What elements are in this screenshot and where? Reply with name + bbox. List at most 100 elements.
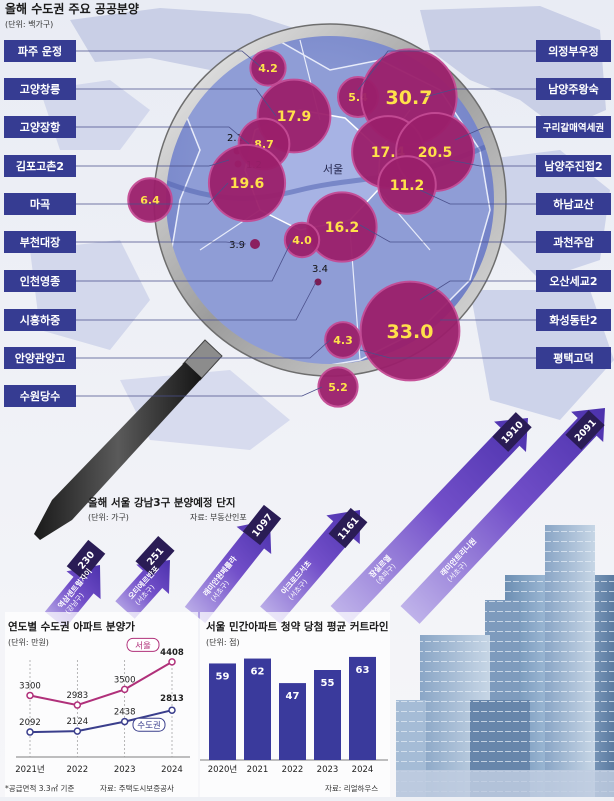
- bar-x-tick: 2023: [317, 765, 339, 775]
- line-chart-title: 연도별 수도권 아파트 분양가: [8, 620, 135, 633]
- bubble-value-label: 16.2: [325, 220, 360, 236]
- bar-chart-title: 서울 민간아파트 청약 당첨 평균 커트라인: [206, 620, 389, 633]
- bar-chart-unit: (단위: 점): [206, 637, 240, 647]
- bubble-16: 33.0: [359, 280, 461, 382]
- line-chart-x-tick: 2022: [67, 765, 89, 775]
- bar-value-label: 59: [216, 671, 230, 682]
- line-point-label: 2983: [67, 691, 89, 701]
- line-point-label: 2438: [114, 708, 136, 718]
- bar-chart-source: 자료: 리얼하우스: [325, 783, 378, 793]
- leader-line: [74, 386, 323, 397]
- bubble-13: 3.9: [229, 239, 260, 251]
- bubble-dot: [314, 278, 322, 286]
- region-label-box: [4, 78, 76, 100]
- region-label-left-8: 안양관양고: [4, 339, 331, 369]
- bubble-14: 4.0: [283, 221, 321, 259]
- region-label-text: 남양주진접2: [544, 159, 602, 173]
- leader-line: [74, 126, 250, 145]
- bubble-layer: 4.25.430.717.92.18.71.217.420.519.611.26…: [127, 48, 475, 408]
- bubble-11: 6.4: [127, 177, 173, 223]
- line-series-0: [29, 661, 173, 707]
- region-label-text: 마곡: [30, 197, 50, 211]
- bubble-value-label: 30.7: [386, 87, 433, 109]
- bar-3: [314, 670, 341, 760]
- line-point: [26, 728, 34, 736]
- bubble-circle: [324, 321, 362, 359]
- region-label-right-1: 남양주왕숙: [424, 78, 611, 100]
- bubble-15: 3.4: [312, 264, 328, 286]
- bubble-value-label: 3.9: [229, 240, 245, 251]
- region-label-box: [4, 193, 76, 215]
- region-label-left-9: 수원당수: [4, 385, 323, 407]
- bubble-12: 16.2: [306, 191, 378, 263]
- region-label-right-6: 오산세교2: [419, 270, 611, 301]
- bar-value-label: 63: [356, 665, 370, 676]
- line-chart-x-tick: 2023: [114, 765, 136, 775]
- region-label-box: [536, 270, 611, 292]
- bubble-circle: [249, 49, 287, 87]
- bar-value-label: 47: [286, 691, 300, 702]
- line-chart: 2021년 2022 2023 2024 3300 2983 3500 4408 서울 2092 2…: [5, 612, 198, 797]
- bubble-circle: [377, 155, 437, 215]
- leader-line: [74, 241, 247, 245]
- bubble-10: 11.2: [377, 155, 437, 215]
- region-label-text: 수원당수: [20, 389, 60, 403]
- bubble-value-label: 20.5: [418, 145, 453, 161]
- arrow-value-badge: [565, 410, 605, 450]
- bar-chart: 59 2020년 62 2021 47 2022 55 2023 63 2024: [200, 612, 390, 797]
- region-label-left-6: 인천영종: [4, 239, 293, 292]
- city-label-seoul: 서울: [323, 163, 343, 176]
- legend-tag-1: [132, 717, 166, 732]
- map-unit: (단위: 백가구): [5, 19, 53, 29]
- line-point: [120, 717, 129, 726]
- line-point-label: 3300: [19, 681, 41, 691]
- arrow-shape: [330, 418, 528, 624]
- bubble-18: 5.2: [317, 366, 359, 408]
- bubble-value-label: 17.9: [277, 109, 312, 125]
- bubble-circle: [317, 366, 359, 408]
- arrow-value-badge: [242, 504, 282, 546]
- region-label-text: 오산세교2: [549, 274, 597, 288]
- region-label-text: 부천대장: [20, 235, 60, 249]
- bubble-value-label: 6.4: [140, 194, 160, 207]
- bubble-value-label: 4.3: [333, 334, 353, 347]
- region-label-left-7: 시흥하중: [4, 281, 317, 331]
- bubble-value-label: 11.2: [390, 178, 425, 194]
- region-label-right-2: 구리갈매역세권: [454, 116, 611, 141]
- leader-line: [419, 280, 538, 301]
- arrow-shape: [115, 560, 170, 619]
- region-label-left-2: 고양장항: [4, 116, 250, 145]
- bar-4: [349, 656, 376, 760]
- region-label-box: [536, 231, 611, 253]
- leader-line: [74, 182, 229, 205]
- magnifier-handle: [34, 339, 223, 540]
- bubble-value-label: 4.2: [258, 62, 278, 75]
- region-label-right-0: 의정부우정: [357, 40, 611, 91]
- leader-line: [359, 349, 538, 359]
- line-chart-unit: (단위: 만원): [8, 637, 49, 647]
- region-label-text: 화성동탄2: [549, 313, 597, 327]
- legend-tag-text: 서울: [135, 641, 151, 651]
- bubble-circle: [283, 221, 321, 259]
- region-label-box: [536, 347, 611, 369]
- line-point-label: 3500: [114, 675, 136, 685]
- region-label-box: [4, 347, 76, 369]
- region-label-text: 시흥하중: [20, 313, 60, 327]
- bubble-value-label: 4.0: [292, 234, 312, 247]
- line-point: [168, 706, 176, 714]
- arrow-chart: 230역삼센트럴자이(강남구)251오티에르반포(서초구)1097래미안원페를라…: [44, 408, 605, 629]
- region-label-box: [536, 155, 611, 177]
- arrow-shape: [184, 520, 272, 624]
- leader-line: [424, 88, 538, 98]
- arrow-value-badge: [135, 536, 175, 576]
- arrow-value-badge: [492, 412, 532, 452]
- region-label-box: [536, 78, 611, 100]
- bar-x-tick: 2020년: [208, 764, 237, 775]
- region-label-box: [536, 40, 611, 62]
- region-label-text: 남양주왕숙: [548, 82, 599, 96]
- arrows-title: 올해 서울 강남3구 분양예정 단지: [88, 496, 236, 509]
